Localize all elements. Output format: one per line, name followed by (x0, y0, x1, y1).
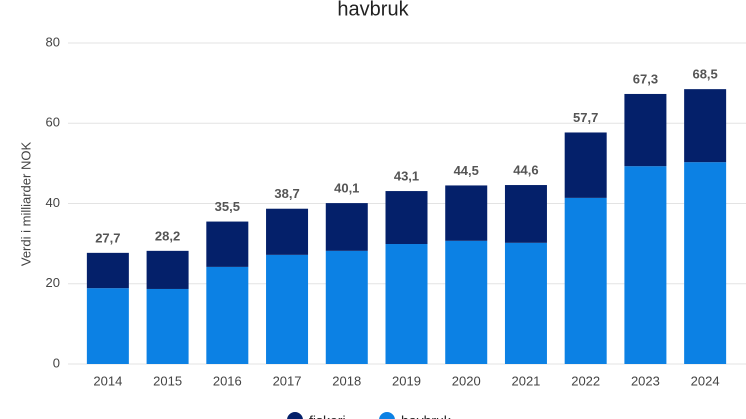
x-tick-label: 2016 (213, 373, 242, 388)
bar-segment (86, 252, 129, 289)
legend-label: fiskeri (309, 413, 346, 419)
bar-segment (445, 185, 488, 241)
x-tick-label: 2020 (452, 373, 481, 388)
y-tick-label: 60 (46, 115, 60, 130)
x-tick-label: 2022 (571, 373, 600, 388)
bar-segment (445, 240, 488, 364)
bar-segment (624, 166, 667, 364)
legend-swatch (379, 412, 395, 419)
bar-segment (385, 244, 428, 364)
y-axis-label: Verdi i milliarder NOK (18, 142, 33, 267)
bar-segment (684, 162, 727, 364)
y-tick-label: 20 (46, 275, 60, 290)
bar-segment (146, 288, 189, 364)
x-tick-label: 2019 (392, 373, 421, 388)
bar-segment (146, 250, 189, 289)
total-label: 40,1 (334, 181, 359, 196)
bar-segment (325, 203, 368, 251)
bar-segment (624, 93, 667, 167)
bar-segment (86, 288, 129, 364)
bar-segment (266, 254, 309, 364)
x-tick-label: 2015 (153, 373, 182, 388)
total-label: 35,5 (215, 199, 240, 214)
bar-segment (564, 197, 607, 364)
total-label: 38,7 (274, 186, 299, 201)
bar-segment (385, 191, 428, 245)
y-tick-label: 40 (46, 195, 60, 210)
bar-segment (325, 250, 368, 364)
x-tick-label: 2021 (511, 373, 540, 388)
total-label: 44,6 (513, 162, 538, 177)
total-label: 44,5 (454, 163, 479, 178)
y-tick-label: 0 (53, 355, 60, 370)
x-tick-label: 2024 (691, 373, 720, 388)
bar-segment (564, 132, 607, 198)
x-tick-label: 2018 (332, 373, 361, 388)
x-tick-label: 2023 (631, 373, 660, 388)
bar-segment (266, 208, 309, 255)
x-tick-label: 2017 (273, 373, 302, 388)
total-label: 67,3 (633, 71, 658, 86)
total-label: 27,7 (95, 230, 120, 245)
bar-segment (504, 242, 547, 364)
chart-title: havbruk (337, 0, 409, 20)
total-label: 57,7 (573, 110, 598, 125)
bar-segment (206, 266, 249, 364)
total-label: 68,5 (692, 67, 717, 82)
bar-segment (206, 221, 249, 267)
total-label: 28,2 (155, 228, 180, 243)
legend-label: havbruk (401, 413, 452, 419)
bar-segment (684, 89, 727, 163)
legend-swatch (287, 412, 303, 419)
y-tick-label: 80 (46, 34, 60, 49)
x-tick-label: 2014 (93, 373, 122, 388)
total-label: 43,1 (394, 168, 419, 183)
bar-segment (504, 185, 547, 243)
